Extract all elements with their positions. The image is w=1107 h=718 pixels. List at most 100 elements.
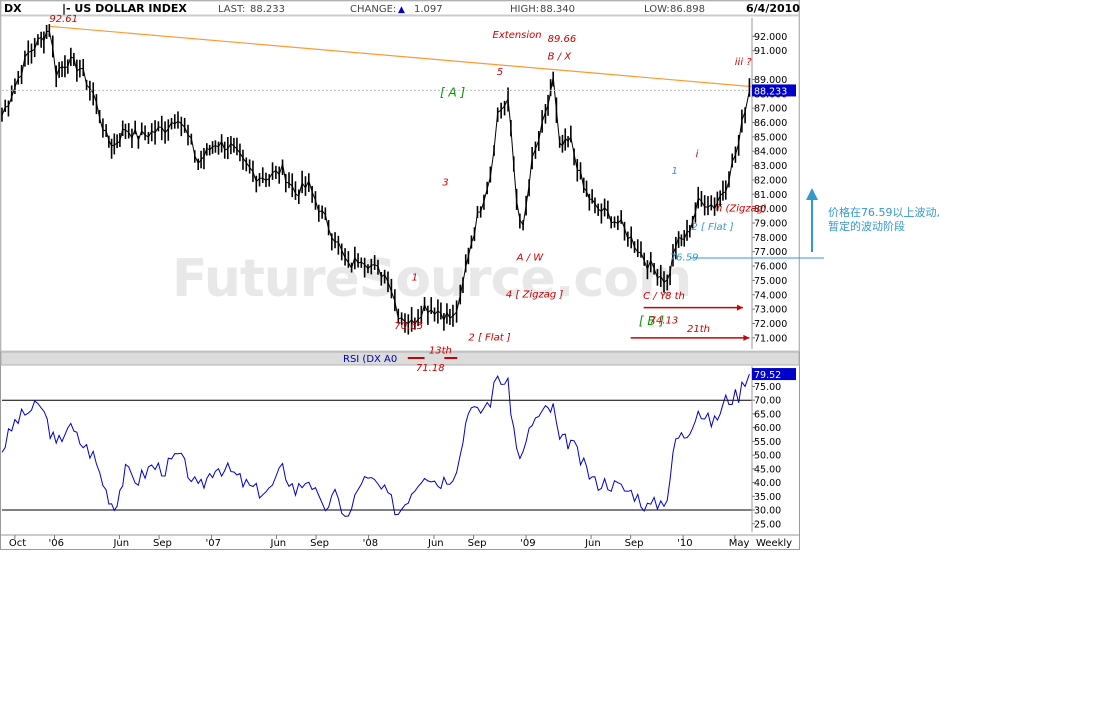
rsi-tick-label: 55.00: [754, 437, 781, 448]
header-high-value: 88.340: [540, 4, 575, 15]
x-tick-label: Jun: [112, 538, 129, 549]
rsi-tick-label: 35.00: [754, 492, 781, 503]
price-tick-label: 73.000: [754, 305, 787, 316]
header-change-label: CHANGE:: [350, 4, 396, 15]
rsi-tick-label: 50.00: [754, 451, 781, 462]
rsi-line: [1, 373, 750, 517]
rsi-tick-label: 25.00: [754, 519, 781, 530]
annotation-label: [ B ]: [639, 314, 665, 328]
rsi-tick-label: 30.00: [754, 506, 781, 517]
x-tick-label: Sep: [625, 538, 644, 549]
x-tick-label: Jun: [270, 538, 287, 549]
timeframe-label: Weekly: [756, 538, 792, 549]
price-tick-label: 85.000: [754, 132, 787, 143]
rsi-tick-label: 75.00: [754, 382, 781, 393]
annotations: 92.61 Extension 89.66 B / X 5 [ A ] 3 A / W 1 4 […: [49, 14, 767, 374]
annotation-label: [ A ]: [440, 86, 466, 100]
price-tick-label: 82.000: [754, 175, 787, 186]
header-bar: [0, 0, 800, 16]
rsi-axis: 25.00 30.00 35.00 40.00 45.00 50.00 55.00 60.00…: [2, 366, 781, 532]
last-price-box: [752, 84, 796, 97]
rsi-tick-label: 45.00: [754, 464, 781, 475]
x-axis: Oct '06 Jun Sep '07 Jun Sep '08 Jun Sep '09 Jun Sep '…: [9, 535, 750, 549]
x-tick-label: Sep: [468, 538, 487, 549]
annotation-label: 1: [412, 272, 418, 283]
price-tick-label: 92.000: [754, 32, 787, 43]
price-tick-label: 91.000: [754, 46, 787, 57]
annotation-label: 3: [442, 178, 448, 189]
price-tick-label: 81.000: [754, 190, 787, 201]
annotation-label: 4 [ Zigzag ]: [506, 290, 564, 301]
price-tick-label: 77.000: [754, 247, 787, 258]
annotation-label: A / W: [516, 252, 545, 263]
x-tick-label: May: [729, 538, 750, 549]
price-tick-label: 89.000: [754, 75, 787, 86]
price-tick-label: 74.000: [754, 290, 787, 301]
rsi-tick-label: 70.00: [754, 396, 781, 407]
price-tick-label: 72.000: [754, 319, 787, 330]
rsi-last-label: 79.52: [754, 370, 781, 381]
x-tick-label: Sep: [310, 538, 329, 549]
annotation-label: Extension: [493, 30, 542, 41]
resistance-trendline: [49, 25, 753, 88]
annotation-label: i: [696, 149, 699, 160]
annotation-label: C / Y: [643, 291, 667, 302]
price-tick-label: 87.000: [754, 104, 787, 115]
header-date: 6/4/2010: [746, 2, 800, 15]
annotation-label: B / X: [548, 51, 573, 62]
count-21th-arrow-head: [743, 334, 750, 341]
header-low-value: 86.898: [670, 4, 705, 15]
price-tick-label: 75.000: [754, 276, 787, 287]
side-note-line1: 价格在76.59以上波动,: [828, 205, 940, 219]
rsi-tick-label: 40.00: [754, 478, 781, 489]
annotation-label: 2 [ Flat ]: [691, 222, 733, 233]
panel-divider: [0, 351, 800, 366]
annotation-label: 71.18: [416, 363, 445, 374]
price-axis: 71.000 72.000 73.000 74.000 75.000 76.000 77.0…: [751, 18, 787, 349]
count-8th-arrow-head: [736, 304, 743, 311]
header-low-label: LOW:: [644, 4, 670, 15]
annotation-label: 1: [672, 166, 678, 177]
annotation-label: ii (Zigzag): [717, 203, 767, 214]
header-last-label: LAST:: [218, 4, 245, 15]
side-note-line2: 暂定的波动阶段: [828, 219, 905, 233]
side-note-arrow-head: [806, 188, 818, 200]
rsi-tick-label: 60.00: [754, 423, 781, 434]
price-tick-label: 86.000: [754, 118, 787, 129]
annotation-label: 89.66: [548, 34, 577, 45]
rsi-label: RSI (DX A0: [343, 354, 397, 365]
price-line: [1, 30, 750, 325]
price-tick-label: 76.000: [754, 262, 787, 273]
price-marks: 88.233: [2, 84, 796, 97]
annotation-label: 13th: [429, 346, 452, 357]
x-tick-label: Jun: [427, 538, 444, 549]
price-tick-label: 84.000: [754, 147, 787, 158]
annotation-label: 8 th: [665, 291, 685, 302]
header-title: |- US DOLLAR INDEX: [62, 2, 187, 15]
price-tick-label: 79.000: [754, 218, 787, 229]
header-last-value: 88.233: [250, 4, 285, 15]
header-change-arrow: ▲: [398, 5, 405, 15]
price-tick-label: 83.000: [754, 161, 787, 172]
header-symbol: DX: [4, 2, 22, 15]
x-tick-label: Oct: [9, 538, 26, 549]
chart-frame: [0, 0, 800, 550]
annotation-label: 76.59: [670, 252, 699, 263]
annotation-label: 74.13: [650, 315, 679, 326]
price-tick-label: 80.000: [754, 204, 787, 215]
price-series: [1, 24, 751, 335]
x-tick-label: Jun: [584, 538, 601, 549]
watermark: FutureSource.com: [172, 249, 691, 309]
rsi-last-box: [752, 368, 796, 381]
annotation-label: iii ?: [735, 57, 753, 68]
header-change-value: 1.097: [414, 4, 443, 15]
price-panel-frame: [0, 15, 800, 352]
rsi-tick-label: 65.00: [754, 409, 781, 420]
annotation-label: 21th: [687, 324, 710, 335]
annotation-label: 2 [ Flat ]: [468, 333, 510, 344]
x-tick-label: '09: [520, 538, 535, 549]
x-tick-label: '08: [363, 538, 378, 549]
rsi-series: 79.52: [1, 368, 796, 517]
